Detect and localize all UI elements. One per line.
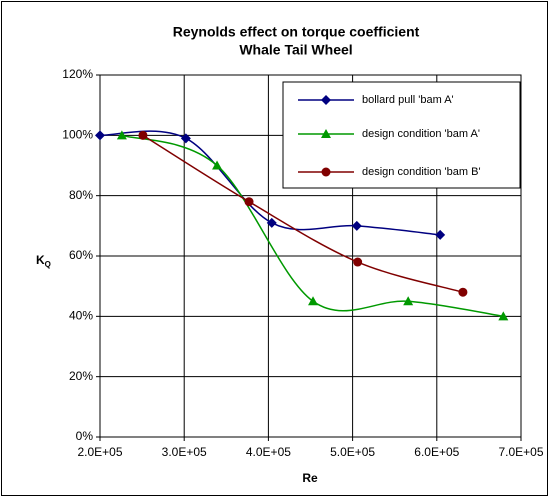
marker (403, 296, 414, 306)
y-tick-label: 40% (69, 309, 93, 323)
marker (435, 229, 446, 240)
y-tick-label: 60% (69, 248, 93, 262)
x-tick-label: 6.0E+05 (414, 445, 459, 459)
marker (212, 160, 223, 170)
x-tick-label: 3.0E+05 (162, 445, 207, 459)
marker (180, 133, 191, 144)
y-tick-label: 0% (76, 429, 94, 443)
marker (138, 130, 148, 140)
chart-subtitle: Whale Tail Wheel (239, 42, 352, 58)
legend-label: design condition 'bam A' (362, 128, 480, 140)
x-tick-label: 5.0E+05 (330, 445, 375, 459)
y-axis-label-main: K (36, 253, 45, 267)
x-tick-label: 2.0E+05 (77, 445, 122, 459)
x-tick-label: 7.0E+05 (498, 445, 543, 459)
marker (95, 130, 105, 141)
legend-label: bollard pull 'bam A' (362, 94, 454, 106)
x-axis-label: Re (302, 471, 318, 485)
y-axis-label-sub: Q (45, 260, 51, 269)
series-line (121, 134, 504, 318)
series-line (142, 134, 464, 293)
y-tick-label: 120% (62, 67, 93, 81)
marker (353, 257, 363, 267)
y-tick-label: 100% (62, 128, 93, 142)
marker (266, 217, 277, 228)
marker (116, 130, 127, 140)
marker (308, 296, 319, 306)
marker (351, 220, 362, 231)
x-tick-label: 4.0E+05 (246, 445, 291, 459)
marker (321, 167, 331, 177)
y-tick-label: 20% (69, 369, 93, 383)
marker (498, 311, 509, 321)
marker (321, 129, 331, 138)
marker (321, 95, 331, 105)
marker (458, 287, 468, 297)
y-tick-label: 80% (69, 188, 93, 202)
legend-label: design condition 'bam B' (362, 166, 481, 178)
plot-border (99, 74, 522, 438)
marker (244, 197, 254, 207)
y-axis-label: KQ (36, 253, 51, 269)
chart-title: Reynolds effect on torque coefficient (173, 24, 420, 40)
